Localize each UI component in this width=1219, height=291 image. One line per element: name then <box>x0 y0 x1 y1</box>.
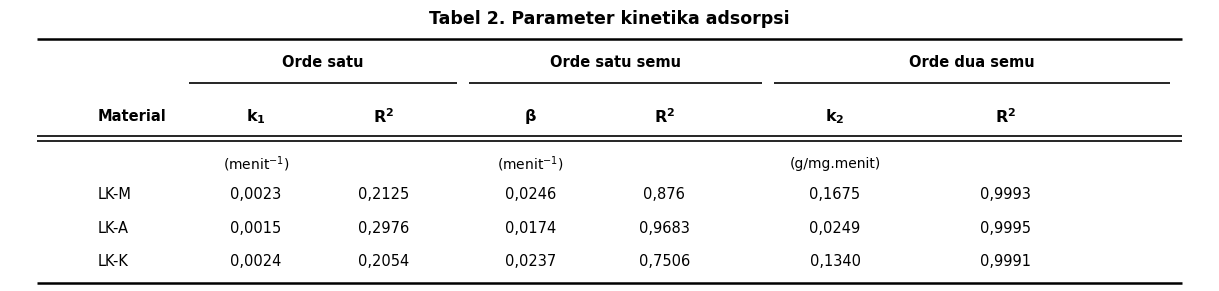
Text: 0,0249: 0,0249 <box>809 221 861 236</box>
Text: $\mathbf{R^2}$: $\mathbf{R^2}$ <box>995 107 1017 126</box>
Text: 0,9683: 0,9683 <box>639 221 690 236</box>
Text: 0,0246: 0,0246 <box>505 187 556 203</box>
Text: 0,2125: 0,2125 <box>358 187 410 203</box>
Text: (g/mg.menit): (g/mg.menit) <box>790 157 880 171</box>
Text: Tabel 2. Parameter kinetika adsorpsi: Tabel 2. Parameter kinetika adsorpsi <box>429 10 790 28</box>
Text: LK-M: LK-M <box>98 187 132 203</box>
Text: 0,7506: 0,7506 <box>639 254 690 269</box>
Text: 0,876: 0,876 <box>644 187 685 203</box>
Text: Orde dua semu: Orde dua semu <box>909 55 1035 70</box>
Text: (menit$^{-1}$): (menit$^{-1}$) <box>223 155 289 174</box>
Text: $\mathbf{R^2}$: $\mathbf{R^2}$ <box>653 107 675 126</box>
Text: 0,9991: 0,9991 <box>980 254 1031 269</box>
Text: 0,0015: 0,0015 <box>230 221 282 236</box>
Text: LK-K: LK-K <box>98 254 128 269</box>
Text: 0,2976: 0,2976 <box>358 221 410 236</box>
Text: LK-A: LK-A <box>98 221 128 236</box>
Text: 0,0024: 0,0024 <box>230 254 282 269</box>
Text: $\mathbf{\beta}$: $\mathbf{\beta}$ <box>524 107 536 126</box>
Text: (menit$^{-1}$): (menit$^{-1}$) <box>497 155 563 174</box>
Text: 0,2054: 0,2054 <box>358 254 410 269</box>
Text: $\mathbf{R^2}$: $\mathbf{R^2}$ <box>373 107 395 126</box>
Text: $\mathbf{k_1}$: $\mathbf{k_1}$ <box>246 107 266 126</box>
Text: 0,1340: 0,1340 <box>809 254 861 269</box>
Text: Orde satu: Orde satu <box>283 55 363 70</box>
Text: 0,1675: 0,1675 <box>809 187 861 203</box>
Text: 0,9995: 0,9995 <box>980 221 1031 236</box>
Text: Material: Material <box>98 109 166 124</box>
Text: 0,0174: 0,0174 <box>505 221 556 236</box>
Text: 0,0023: 0,0023 <box>230 187 282 203</box>
Text: 0,9993: 0,9993 <box>980 187 1031 203</box>
Text: 0,0237: 0,0237 <box>505 254 556 269</box>
Text: $\mathbf{k_2}$: $\mathbf{k_2}$ <box>825 107 845 126</box>
Text: Orde satu semu: Orde satu semu <box>550 55 681 70</box>
